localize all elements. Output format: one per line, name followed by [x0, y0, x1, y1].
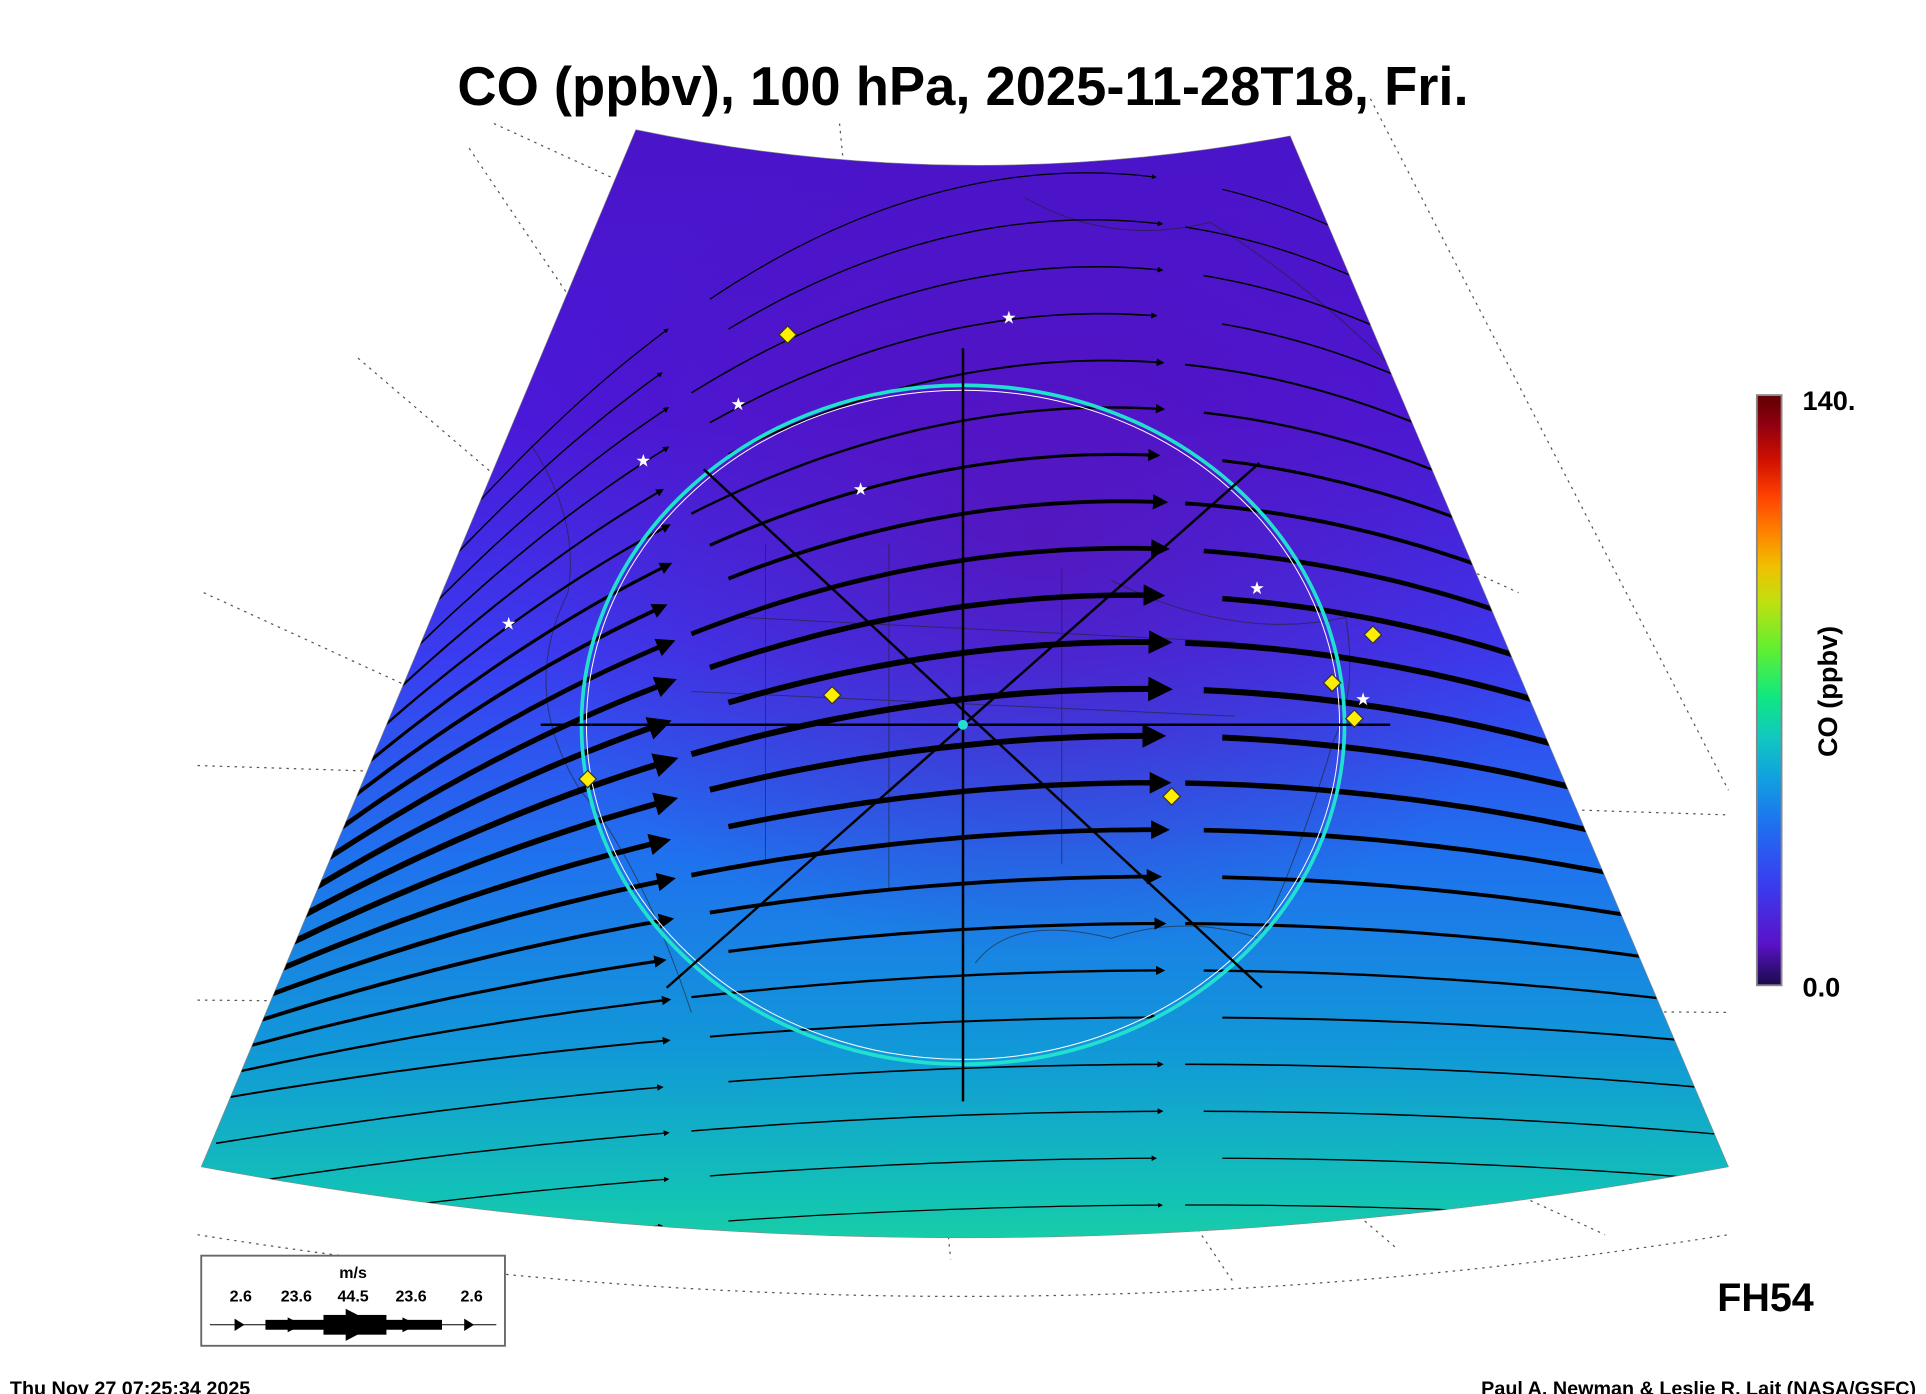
streamline	[709, 868, 1163, 915]
streamline	[727, 494, 1169, 581]
diamond-marker	[1162, 786, 1182, 806]
diamond-marker	[778, 325, 798, 345]
streamline	[691, 1252, 1160, 1270]
streamline	[709, 724, 1167, 793]
streamline	[709, 312, 1158, 424]
diamond-marker	[1344, 709, 1364, 729]
streamline	[727, 358, 1165, 456]
streamline	[233, 872, 676, 1011]
star-marker: ★	[1473, 526, 1488, 546]
streamline	[691, 1108, 1164, 1132]
streamline	[1222, 1157, 1729, 1183]
wind-speed-legend: m/s 2.6 23.6 44.5 23.6 2.6	[200, 1254, 506, 1347]
streamline	[1185, 1063, 1729, 1093]
streamline	[690, 820, 1170, 878]
streamline	[215, 955, 667, 1057]
station-markers: ★ ★ ★ ★ ★ ★ ★ ★	[501, 308, 1488, 806]
streamline	[728, 219, 1164, 330]
wind-legend-speed: 23.6	[281, 1287, 312, 1305]
streamline	[201, 1036, 671, 1104]
streamline	[709, 172, 1157, 300]
streamline	[690, 676, 1173, 758]
colorbar: 140. 0.0 CO (ppbv)	[1755, 385, 1856, 1002]
star-marker: ★	[731, 394, 746, 414]
chart-title: CO (ppbv), 100 hPa, 2025-11-28T18, Fri.	[457, 56, 1468, 117]
diamond-marker	[822, 685, 842, 705]
forecast-hour-label: FH54	[1717, 1276, 1814, 1320]
streamline	[214, 833, 672, 1001]
wind-legend-speed: 44.5	[337, 1287, 368, 1305]
colorbar-title: CO (ppbv)	[1812, 626, 1843, 757]
diamond-marker	[578, 769, 598, 789]
streamline	[728, 1061, 1164, 1083]
wind-legend-speed: 23.6	[396, 1287, 427, 1305]
streamline	[728, 917, 1167, 953]
streamline	[201, 913, 675, 1043]
region-circle	[540, 348, 1391, 1102]
streamline	[1203, 1110, 1726, 1138]
colorbar-min-label: 0.0	[1803, 971, 1841, 1002]
streamline	[709, 1013, 1159, 1038]
streamline	[691, 965, 1166, 999]
streamline	[728, 1202, 1164, 1222]
wind-legend-speed: 2.6	[230, 1287, 252, 1305]
star-marker: ★	[1001, 308, 1016, 328]
star-marker: ★	[1249, 578, 1264, 598]
wind-legend-speed: 2.6	[460, 1287, 482, 1305]
streamline	[234, 1130, 670, 1186]
streamline	[1222, 1016, 1729, 1049]
diamond-marker	[1322, 673, 1342, 693]
footer-credit: Paul A. Newman & Leslie R. Lait (NASA/GS…	[1481, 1378, 1916, 1394]
streamline	[234, 995, 672, 1074]
streamline	[709, 448, 1161, 547]
streamline	[1204, 1252, 1723, 1271]
wind-legend-units: m/s	[339, 1264, 367, 1282]
streamline	[1203, 969, 1727, 1010]
star-marker: ★	[853, 479, 868, 499]
diamond-marker	[1363, 625, 1383, 645]
star-marker: ★	[635, 451, 650, 471]
streamline	[215, 1084, 664, 1145]
footer-timestamp: Thu Nov 27 07:25:34 2025	[10, 1378, 250, 1394]
star-marker: ★	[501, 614, 516, 634]
streamline	[1185, 922, 1729, 975]
streamline	[727, 630, 1173, 706]
streamline	[690, 539, 1170, 637]
star-marker: ★	[1355, 689, 1370, 709]
streamline	[690, 265, 1164, 394]
streamline	[709, 1155, 1158, 1177]
streamline	[690, 404, 1166, 515]
streamline	[709, 584, 1166, 671]
colorbar-max-label: 140.	[1803, 385, 1856, 416]
streamline	[727, 771, 1172, 830]
